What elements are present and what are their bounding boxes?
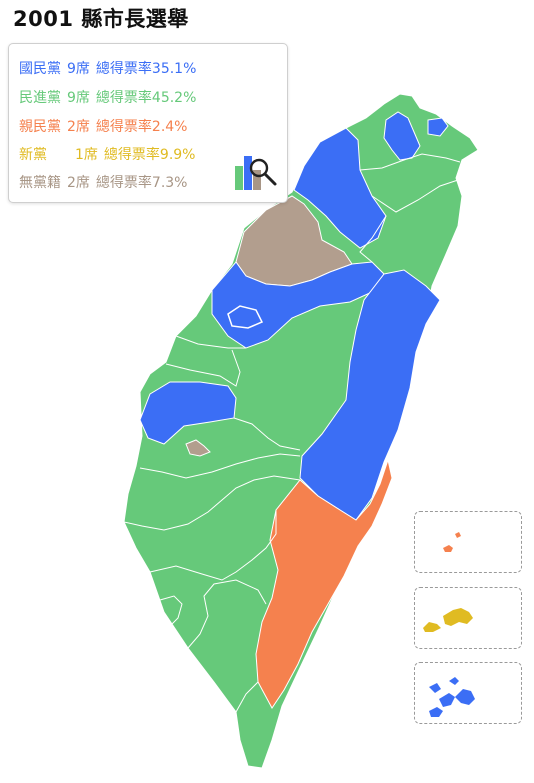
legend-rate: 總得票率9.9% <box>103 147 196 163</box>
legend-rate: 總得票率45.2% <box>95 90 197 106</box>
legend-party: 無黨籍 <box>19 175 61 191</box>
legend-rate: 總得票率2.4% <box>95 119 188 135</box>
legend-seats: 9席 <box>67 90 90 106</box>
legend-seats: 1席 <box>75 147 98 163</box>
kinmen-map <box>423 608 473 632</box>
taoyuan-county[interactable] <box>293 127 387 249</box>
legend-item-independent[interactable]: 無黨籍 2席 總得票率7.3% <box>19 172 188 192</box>
keelung-city[interactable] <box>427 117 449 137</box>
miaoli-enclave <box>227 305 264 329</box>
legend-party: 民進黨 <box>19 90 61 106</box>
legend-rate: 總得票率35.1% <box>95 61 197 77</box>
legend-party: 新黨 <box>19 147 47 163</box>
legend-item-dpp[interactable]: 民進黨 9席 總得票率45.2% <box>19 87 196 107</box>
legend-party: 國民黨 <box>19 61 61 77</box>
map-title: 2001 縣市長選舉 <box>13 7 189 31</box>
kinmen-inset[interactable] <box>414 587 522 649</box>
taipei-city[interactable] <box>383 111 421 161</box>
legend-party: 親民黨 <box>19 119 61 135</box>
penghu-inset[interactable] <box>414 511 522 573</box>
legend-seats: 2席 <box>67 119 90 135</box>
legend-seats: 2席 <box>67 175 90 191</box>
lienchiang-map <box>429 677 475 717</box>
legend-box: 國民黨 9席 總得票率35.1% 民進黨 9席 總得票率45.2% 親民黨 2席 總得票率2… <box>8 43 288 203</box>
penghu-map <box>443 532 461 552</box>
taichung-county[interactable] <box>139 381 237 445</box>
legend-item-kmt[interactable]: 國民黨 9席 總得票率35.1% <box>19 58 196 78</box>
bar-chart-magnifier-icon[interactable] <box>235 152 279 192</box>
taiwan-island <box>123 93 479 769</box>
legend-seats: 9席 <box>67 61 90 77</box>
legend-rate: 總得票率7.3% <box>95 175 188 191</box>
changhua-enclave <box>185 439 211 457</box>
legend-item-np[interactable]: 新黨 1席 總得票率9.9% <box>19 144 196 164</box>
legend-item-pfp[interactable]: 親民黨 2席 總得票率2.4% <box>19 116 188 136</box>
taitung-county[interactable] <box>255 458 393 709</box>
lienchiang-inset[interactable] <box>414 662 522 724</box>
county-borders <box>123 153 461 713</box>
